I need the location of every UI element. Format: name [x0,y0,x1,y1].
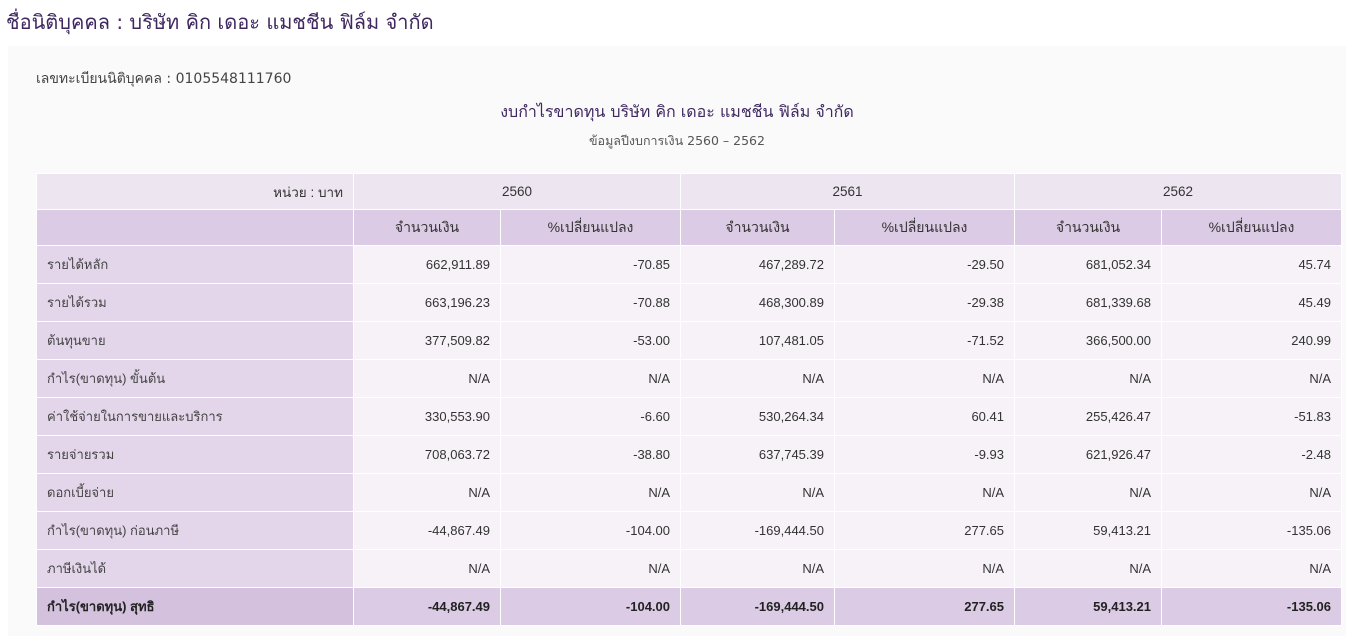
change-cell: -38.80 [500,435,681,474]
table-row: กำไร(ขาดทุน) ขั้นต้น N/A N/A N/A N/A N/A N/A [36,359,1342,398]
column-header-row: จำนวนเงิน %เปลี่ยนแปลง จำนวนเงิน %เปลี่ย… [36,209,1342,246]
change-cell: N/A [834,549,1015,588]
amount-cell: -44,867.49 [353,511,501,550]
change-cell: -6.60 [500,397,681,436]
amount-cell: 662,911.89 [353,245,501,284]
amount-header: จำนวนเงิน [1014,209,1162,246]
change-cell: -53.00 [500,321,681,360]
table-row: รายจ่ายรวม 708,063.72 -38.80 637,745.39 -9.9… [36,435,1342,474]
income-statement-table: หน่วย : บาท 2560 2561 2562 จำนวนเงิน %เป… [36,173,1342,626]
row-label: ค่าใช้จ่ายในการขายและบริการ [36,397,354,436]
amount-cell: 377,509.82 [353,321,501,360]
row-label: รายได้หลัก [36,245,354,284]
amount-cell: -169,444.50 [680,587,835,626]
amount-cell: N/A [1014,549,1162,588]
change-cell: N/A [1161,473,1342,512]
row-label: ดอกเบี้ยจ่าย [36,473,354,512]
amount-cell: N/A [353,359,501,398]
row-label: รายได้รวม [36,283,354,322]
change-cell: -70.85 [500,245,681,284]
amount-cell: 637,745.39 [680,435,835,474]
change-cell: N/A [1161,359,1342,398]
amount-cell: 681,339.68 [1014,283,1162,322]
report-subtitle: ข้อมูลปีงบการเงิน 2560 – 2562 [589,133,765,148]
amount-cell: -169,444.50 [680,511,835,550]
amount-cell: N/A [680,473,835,512]
amount-cell: 107,481.05 [680,321,835,360]
amount-cell: N/A [1014,359,1162,398]
change-cell: 45.49 [1161,283,1342,322]
page-title: ชื่อนิติบุคคล : บริษัท คิก เดอะ แมชชีน ฟ… [6,10,434,34]
report-panel: เลขทะเบียนนิติบุคคล : 0105548111760 งบกำ… [8,46,1346,636]
change-cell: N/A [500,359,681,398]
year-header: 2562 [1014,173,1342,210]
change-cell: -70.88 [500,283,681,322]
amount-cell: 59,413.21 [1014,587,1162,626]
row-label: กำไร(ขาดทุน) ขั้นต้น [36,359,354,398]
amount-cell: 681,052.34 [1014,245,1162,284]
amount-cell: 530,264.34 [680,397,835,436]
change-header: %เปลี่ยนแปลง [500,209,681,246]
table-row: ต้นทุนขาย 377,509.82 -53.00 107,481.05 -71.5… [36,321,1342,360]
change-cell: -2.48 [1161,435,1342,474]
change-cell: 60.41 [834,397,1015,436]
year-header: 2560 [353,173,681,210]
row-label: ต้นทุนขาย [36,321,354,360]
amount-cell: 621,926.47 [1014,435,1162,474]
change-cell: N/A [500,549,681,588]
amount-cell: 708,063.72 [353,435,501,474]
amount-header: จำนวนเงิน [680,209,835,246]
change-cell: 240.99 [1161,321,1342,360]
registration-number: เลขทะเบียนนิติบุคคล : 0105548111760 [36,71,292,87]
amount-cell: N/A [680,549,835,588]
change-cell: -104.00 [500,511,681,550]
unit-label: หน่วย : บาท [36,173,354,210]
year-header: 2561 [680,173,1015,210]
amount-cell: N/A [1014,473,1162,512]
change-cell: -29.50 [834,245,1015,284]
table-row: รายได้หลัก 662,911.89 -70.85 467,289.72 -29.… [36,245,1342,284]
amount-cell: 663,196.23 [353,283,501,322]
amount-cell: 255,426.47 [1014,397,1162,436]
change-cell: -135.06 [1161,511,1342,550]
table-row: ค่าใช้จ่ายในการขายและบริการ 330,553.90 -6.… [36,397,1342,436]
change-cell: N/A [834,359,1015,398]
change-header: %เปลี่ยนแปลง [1161,209,1342,246]
table-row: ภาษีเงินได้ N/A N/A N/A N/A N/A N/A [36,549,1342,588]
amount-cell: 330,553.90 [353,397,501,436]
amount-cell: N/A [353,549,501,588]
table-row: กำไร(ขาดทุน) ก่อนภาษี -44,867.49 -104.00 -1… [36,511,1342,550]
change-cell: -104.00 [500,587,681,626]
amount-cell: 467,289.72 [680,245,835,284]
amount-header: จำนวนเงิน [353,209,501,246]
change-cell: N/A [834,473,1015,512]
change-cell: -51.83 [1161,397,1342,436]
change-cell: 277.65 [834,511,1015,550]
change-cell: -135.06 [1161,587,1342,626]
change-cell: 277.65 [834,587,1015,626]
amount-cell: 366,500.00 [1014,321,1162,360]
amount-cell: N/A [353,473,501,512]
change-cell: -71.52 [834,321,1015,360]
amount-cell: 59,413.21 [1014,511,1162,550]
row-label: รายจ่ายรวม [36,435,354,474]
total-row: กำไร(ขาดทุน) สุทธิ -44,867.49 -104.00 -169,… [36,587,1342,626]
table-row: ดอกเบี้ยจ่าย N/A N/A N/A N/A N/A N/A [36,473,1342,512]
change-cell: N/A [500,473,681,512]
change-cell: 45.74 [1161,245,1342,284]
amount-cell: N/A [680,359,835,398]
amount-cell: 468,300.89 [680,283,835,322]
amount-cell: -44,867.49 [353,587,501,626]
table-row: รายได้รวม 663,196.23 -70.88 468,300.89 -29.3… [36,283,1342,322]
row-label: กำไร(ขาดทุน) สุทธิ [36,587,354,626]
row-label: ภาษีเงินได้ [36,549,354,588]
change-cell: -9.93 [834,435,1015,474]
year-header-row: หน่วย : บาท 2560 2561 2562 [36,173,1342,210]
report-title: งบกำไรขาดทุน บริษัท คิก เดอะ แมชชีน ฟิล์… [500,102,854,121]
blank-header [36,209,354,246]
change-header: %เปลี่ยนแปลง [834,209,1015,246]
row-label: กำไร(ขาดทุน) ก่อนภาษี [36,511,354,550]
change-cell: -29.38 [834,283,1015,322]
change-cell: N/A [1161,549,1342,588]
